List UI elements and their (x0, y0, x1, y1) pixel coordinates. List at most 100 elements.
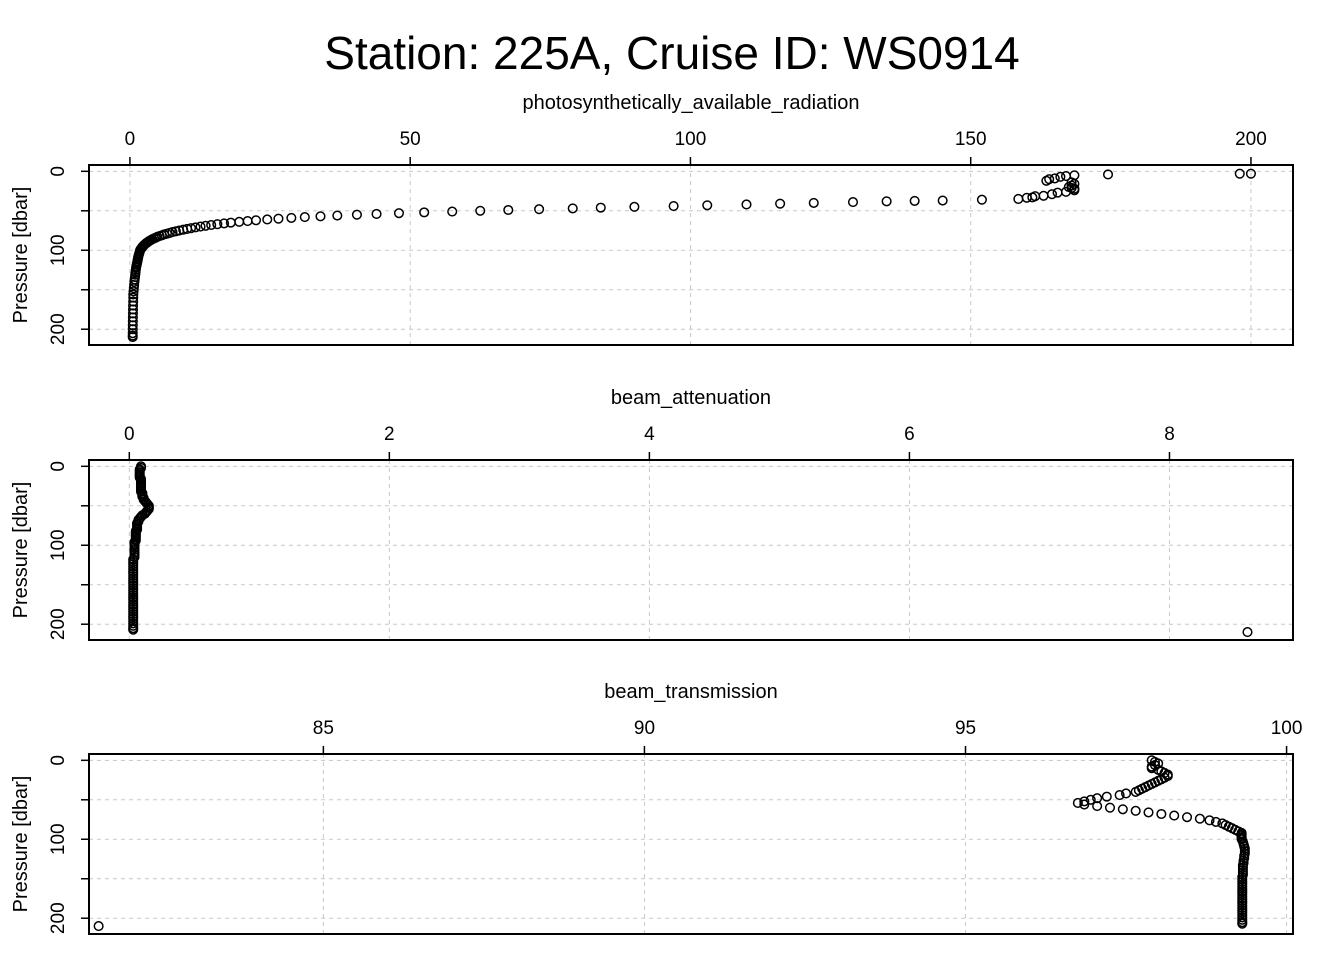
x-tick-label: 100 (675, 129, 707, 150)
y-tick-label: 100 (48, 234, 69, 266)
panel-title: beam_transmission (604, 681, 777, 703)
data-point (1120, 788, 1132, 799)
data-point (1242, 627, 1253, 638)
data-point (976, 194, 987, 205)
y-tick-label: 200 (48, 313, 69, 345)
data-point (234, 216, 245, 227)
y-axis-label: Pressure [dbar] (10, 187, 32, 324)
y-axis-label: Pressure [dbar] (10, 482, 32, 619)
data-point (702, 200, 713, 211)
x-tick-label: 85 (313, 718, 334, 739)
data-point (299, 212, 310, 223)
data-point (629, 201, 640, 212)
data-point (212, 219, 223, 230)
data-point (1092, 801, 1103, 812)
plot-frame (88, 164, 1294, 346)
data-point (128, 286, 139, 297)
data-point (206, 219, 217, 231)
x-tick-label: 100 (1271, 718, 1303, 739)
data-point (1072, 797, 1083, 808)
data-point (200, 220, 211, 231)
data-point (1130, 805, 1141, 816)
data-points (93, 755, 1250, 932)
data-point (1146, 763, 1157, 774)
x-tick-label: 0 (125, 129, 136, 150)
data-point (1117, 804, 1128, 815)
x-tick-label: 6 (904, 424, 915, 445)
y-tick-label: 0 (48, 755, 69, 766)
data-point (1013, 193, 1024, 204)
data-point (447, 206, 458, 217)
data-point (1156, 808, 1167, 820)
y-tick-label: 100 (48, 529, 69, 561)
plot-frame (88, 459, 1294, 641)
data-point (419, 207, 430, 218)
data-point (1079, 799, 1090, 810)
x-tick-label: 2 (384, 424, 395, 445)
data-point (128, 283, 139, 294)
chart-panel-3: beam_transmission 85 90 95 100 0 100 200 Pressur… (10, 681, 1303, 935)
data-point (128, 289, 139, 300)
data-point (1181, 812, 1193, 823)
figure-title: Station: 225A, Cruise ID: WS0914 (324, 27, 1019, 79)
data-point (1210, 816, 1221, 827)
data-point (1027, 192, 1038, 203)
data-point (1130, 786, 1141, 797)
data-point (1055, 171, 1066, 182)
data-point (1245, 168, 1257, 179)
data-point (371, 208, 382, 219)
data-point (1234, 168, 1245, 179)
data-point (262, 214, 273, 225)
data-points (127, 168, 1257, 343)
data-point (1143, 807, 1154, 818)
panel-title: photosynthetically_available_radiation (523, 92, 860, 114)
data-point (129, 279, 140, 291)
data-point (595, 202, 606, 213)
x-tick-label: 200 (1235, 129, 1267, 150)
data-point (534, 204, 545, 215)
data-point (1052, 187, 1063, 198)
y-tick-label: 200 (48, 902, 69, 934)
x-tick-label: 4 (644, 424, 655, 445)
data-point (775, 198, 786, 209)
chart-panel-1: photosynthetically_available_radiation 0 5… (10, 92, 1294, 346)
data-point (1204, 815, 1215, 826)
data-point (1237, 918, 1248, 929)
chart-panel-2: beam_attenuation 0 2 4 6 8 0 100 200 Pressure [db… (10, 387, 1294, 641)
data-point (847, 197, 859, 208)
data-point (1104, 802, 1116, 813)
data-point (937, 195, 948, 206)
data-point (1169, 810, 1180, 821)
data-point (909, 195, 920, 206)
y-axis-label: Pressure [dbar] (10, 776, 32, 913)
data-point (128, 624, 139, 635)
data-point (225, 217, 236, 228)
data-point (250, 215, 262, 226)
data-point (567, 203, 578, 214)
data-point (1101, 791, 1112, 802)
data-point (273, 213, 284, 224)
data-point (475, 205, 486, 216)
x-tick-label: 0 (124, 424, 135, 445)
panels: photosynthetically_available_radiation 0 5… (10, 92, 1303, 935)
y-tick-label: 100 (48, 823, 69, 855)
data-point (178, 224, 189, 235)
data-point (1046, 189, 1058, 200)
y-tick-label: 0 (48, 461, 69, 472)
x-tick-label: 90 (634, 718, 655, 739)
x-tick-label: 50 (400, 129, 421, 150)
data-point (668, 201, 679, 212)
data-points (128, 461, 1253, 638)
data-point (1079, 796, 1090, 807)
data-point (1021, 192, 1032, 203)
panel-title: beam_attenuation (611, 387, 771, 409)
data-point (93, 921, 104, 932)
data-point (503, 204, 514, 216)
data-point (1114, 790, 1125, 801)
plot-frame (88, 753, 1294, 935)
data-point (1102, 169, 1114, 180)
data-point (1085, 794, 1096, 805)
data-point (393, 208, 405, 219)
data-point (332, 210, 343, 221)
